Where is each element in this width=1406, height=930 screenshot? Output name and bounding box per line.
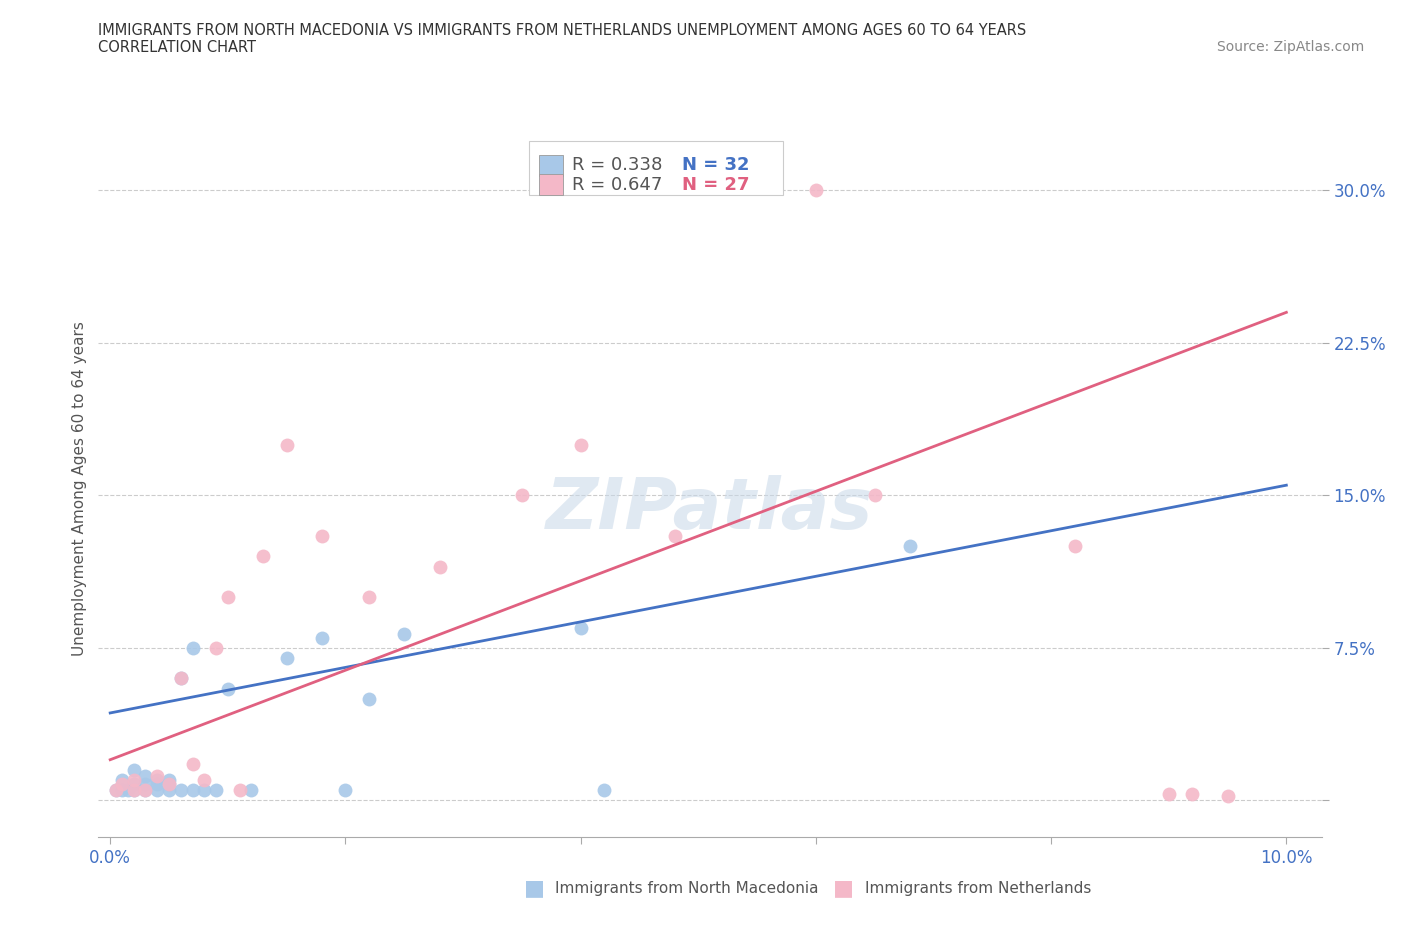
Point bbox=[134, 783, 156, 798]
Point bbox=[335, 783, 357, 798]
Y-axis label: Unemployment Among Ages 60 to 64 years: Unemployment Among Ages 60 to 64 years bbox=[72, 321, 87, 656]
Point bbox=[134, 783, 156, 798]
Point bbox=[157, 783, 180, 798]
Point bbox=[170, 671, 193, 685]
Point bbox=[111, 773, 134, 788]
Point bbox=[276, 437, 298, 452]
Point bbox=[394, 626, 416, 641]
Point bbox=[240, 783, 263, 798]
Point bbox=[311, 631, 333, 645]
Point bbox=[1216, 789, 1239, 804]
Point bbox=[157, 777, 180, 791]
Point bbox=[664, 528, 686, 543]
Text: Source: ZipAtlas.com: Source: ZipAtlas.com bbox=[1216, 40, 1364, 54]
Point bbox=[122, 773, 145, 788]
Point bbox=[122, 763, 145, 777]
Point bbox=[217, 590, 239, 604]
Point bbox=[898, 538, 921, 553]
Point bbox=[170, 783, 193, 798]
Point bbox=[181, 783, 204, 798]
Text: N = 32: N = 32 bbox=[682, 156, 749, 174]
Text: IMMIGRANTS FROM NORTH MACEDONIA VS IMMIGRANTS FROM NETHERLANDS UNEMPLOYMENT AMON: IMMIGRANTS FROM NORTH MACEDONIA VS IMMIG… bbox=[98, 23, 1026, 38]
Point bbox=[193, 773, 215, 788]
Point bbox=[134, 777, 156, 791]
Point bbox=[429, 559, 451, 574]
Point bbox=[569, 620, 592, 635]
Text: R = 0.647: R = 0.647 bbox=[572, 176, 662, 193]
Polygon shape bbox=[529, 141, 783, 195]
Text: ■: ■ bbox=[524, 878, 544, 898]
Point bbox=[146, 773, 169, 788]
Point bbox=[311, 528, 333, 543]
Point bbox=[134, 768, 156, 783]
Point bbox=[181, 641, 204, 656]
Point bbox=[205, 641, 228, 656]
Point bbox=[1157, 787, 1180, 802]
Point bbox=[146, 768, 169, 783]
Point bbox=[105, 783, 128, 798]
Point bbox=[357, 691, 380, 706]
Point bbox=[357, 590, 380, 604]
Point bbox=[157, 773, 180, 788]
Point bbox=[170, 671, 193, 685]
Point bbox=[117, 783, 139, 798]
Point bbox=[111, 783, 134, 798]
Polygon shape bbox=[538, 155, 564, 176]
Point bbox=[276, 651, 298, 666]
Point bbox=[205, 783, 228, 798]
Text: CORRELATION CHART: CORRELATION CHART bbox=[98, 40, 256, 55]
Point bbox=[111, 777, 134, 791]
Point bbox=[122, 777, 145, 791]
Point bbox=[105, 783, 128, 798]
Point bbox=[569, 437, 592, 452]
Text: Immigrants from Netherlands: Immigrants from Netherlands bbox=[865, 881, 1091, 896]
Point bbox=[122, 783, 145, 798]
Point bbox=[228, 783, 250, 798]
Point bbox=[804, 183, 827, 198]
Polygon shape bbox=[538, 175, 564, 195]
Text: Immigrants from North Macedonia: Immigrants from North Macedonia bbox=[555, 881, 818, 896]
Point bbox=[593, 783, 616, 798]
Point bbox=[217, 681, 239, 696]
Text: N = 27: N = 27 bbox=[682, 176, 749, 193]
Point bbox=[510, 488, 533, 503]
Point bbox=[157, 777, 180, 791]
Text: R = 0.338: R = 0.338 bbox=[572, 156, 662, 174]
Point bbox=[193, 783, 215, 798]
Point bbox=[863, 488, 886, 503]
Text: ZIPatlas: ZIPatlas bbox=[547, 474, 873, 544]
Point bbox=[122, 783, 145, 798]
Text: ■: ■ bbox=[834, 878, 853, 898]
Point bbox=[146, 783, 169, 798]
Point bbox=[1063, 538, 1085, 553]
Point bbox=[146, 777, 169, 791]
Point bbox=[1181, 787, 1204, 802]
Point bbox=[252, 549, 274, 564]
Point bbox=[181, 756, 204, 771]
